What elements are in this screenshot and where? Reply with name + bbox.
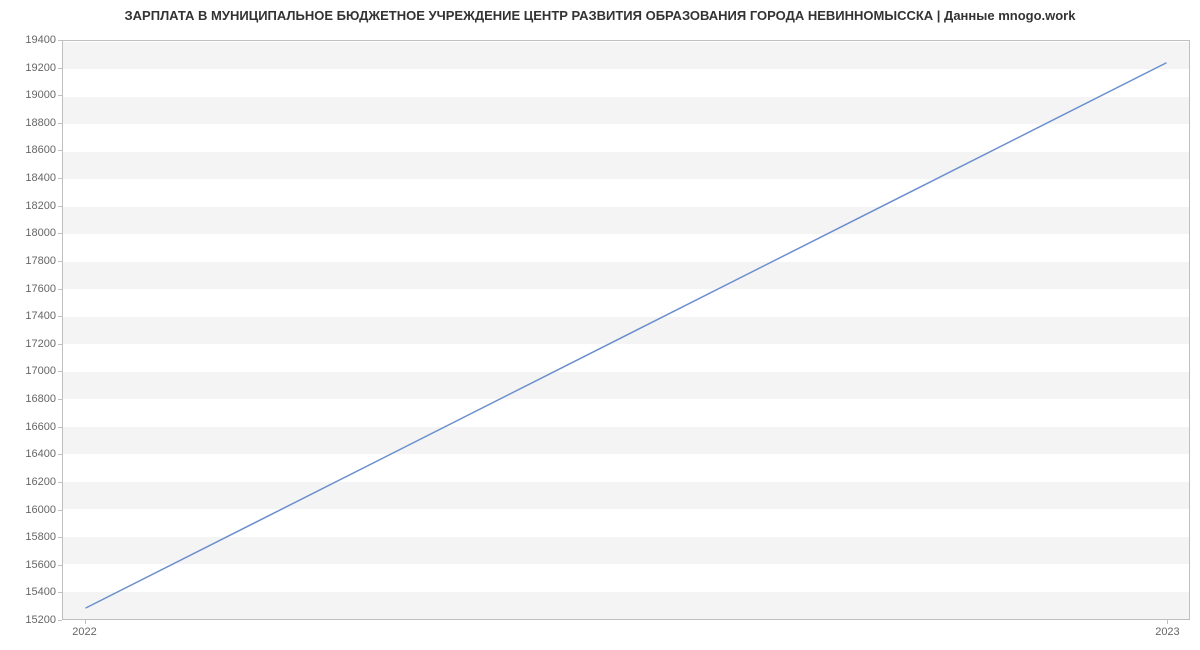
y-tick-mark [58, 261, 62, 262]
y-tick-mark [58, 454, 62, 455]
y-tick-label: 17400 [25, 310, 56, 322]
y-tick-mark [58, 289, 62, 290]
y-tick-mark [58, 482, 62, 483]
y-tick-mark [58, 316, 62, 317]
y-tick-label: 16000 [25, 504, 56, 516]
y-tick-label: 18600 [25, 144, 56, 156]
y-tick-mark [58, 399, 62, 400]
x-tick-label: 2023 [1155, 626, 1179, 638]
y-tick-label: 15200 [25, 614, 56, 626]
y-tick-mark [58, 40, 62, 41]
plot-area [62, 40, 1190, 620]
y-tick-mark [58, 427, 62, 428]
y-tick-label: 19400 [25, 34, 56, 46]
line-series [63, 41, 1189, 619]
y-tick-label: 16600 [25, 421, 56, 433]
y-tick-label: 19200 [25, 62, 56, 74]
y-tick-label: 18800 [25, 117, 56, 129]
grid-line [63, 619, 1189, 620]
y-tick-label: 16200 [25, 476, 56, 488]
y-tick-mark [58, 150, 62, 151]
y-tick-mark [58, 565, 62, 566]
y-tick-label: 17000 [25, 365, 56, 377]
y-tick-label: 17800 [25, 255, 56, 267]
y-tick-mark [58, 178, 62, 179]
y-tick-mark [58, 592, 62, 593]
y-tick-mark [58, 620, 62, 621]
y-tick-mark [58, 537, 62, 538]
x-tick-mark [1167, 620, 1168, 624]
y-tick-mark [58, 371, 62, 372]
y-tick-label: 19000 [25, 89, 56, 101]
y-tick-label: 15600 [25, 559, 56, 571]
y-tick-label: 17200 [25, 338, 56, 350]
x-tick-mark [85, 620, 86, 624]
y-tick-label: 18200 [25, 200, 56, 212]
x-tick-label: 2022 [72, 626, 96, 638]
plot-wrapper: 1520015400156001580016000162001640016600… [62, 40, 1190, 620]
y-tick-label: 18400 [25, 172, 56, 184]
y-tick-label: 15400 [25, 586, 56, 598]
y-tick-label: 15800 [25, 531, 56, 543]
y-tick-label: 16800 [25, 393, 56, 405]
y-tick-mark [58, 68, 62, 69]
y-tick-mark [58, 123, 62, 124]
y-tick-label: 16400 [25, 448, 56, 460]
chart-container: ЗАРПЛАТА В МУНИЦИПАЛЬНОЕ БЮДЖЕТНОЕ УЧРЕЖ… [0, 0, 1200, 650]
y-tick-mark [58, 95, 62, 96]
y-tick-mark [58, 206, 62, 207]
y-tick-label: 17600 [25, 283, 56, 295]
y-tick-label: 18000 [25, 227, 56, 239]
chart-title: ЗАРПЛАТА В МУНИЦИПАЛЬНОЕ БЮДЖЕТНОЕ УЧРЕЖ… [0, 0, 1200, 31]
y-tick-mark [58, 233, 62, 234]
y-tick-mark [58, 344, 62, 345]
y-tick-mark [58, 510, 62, 511]
